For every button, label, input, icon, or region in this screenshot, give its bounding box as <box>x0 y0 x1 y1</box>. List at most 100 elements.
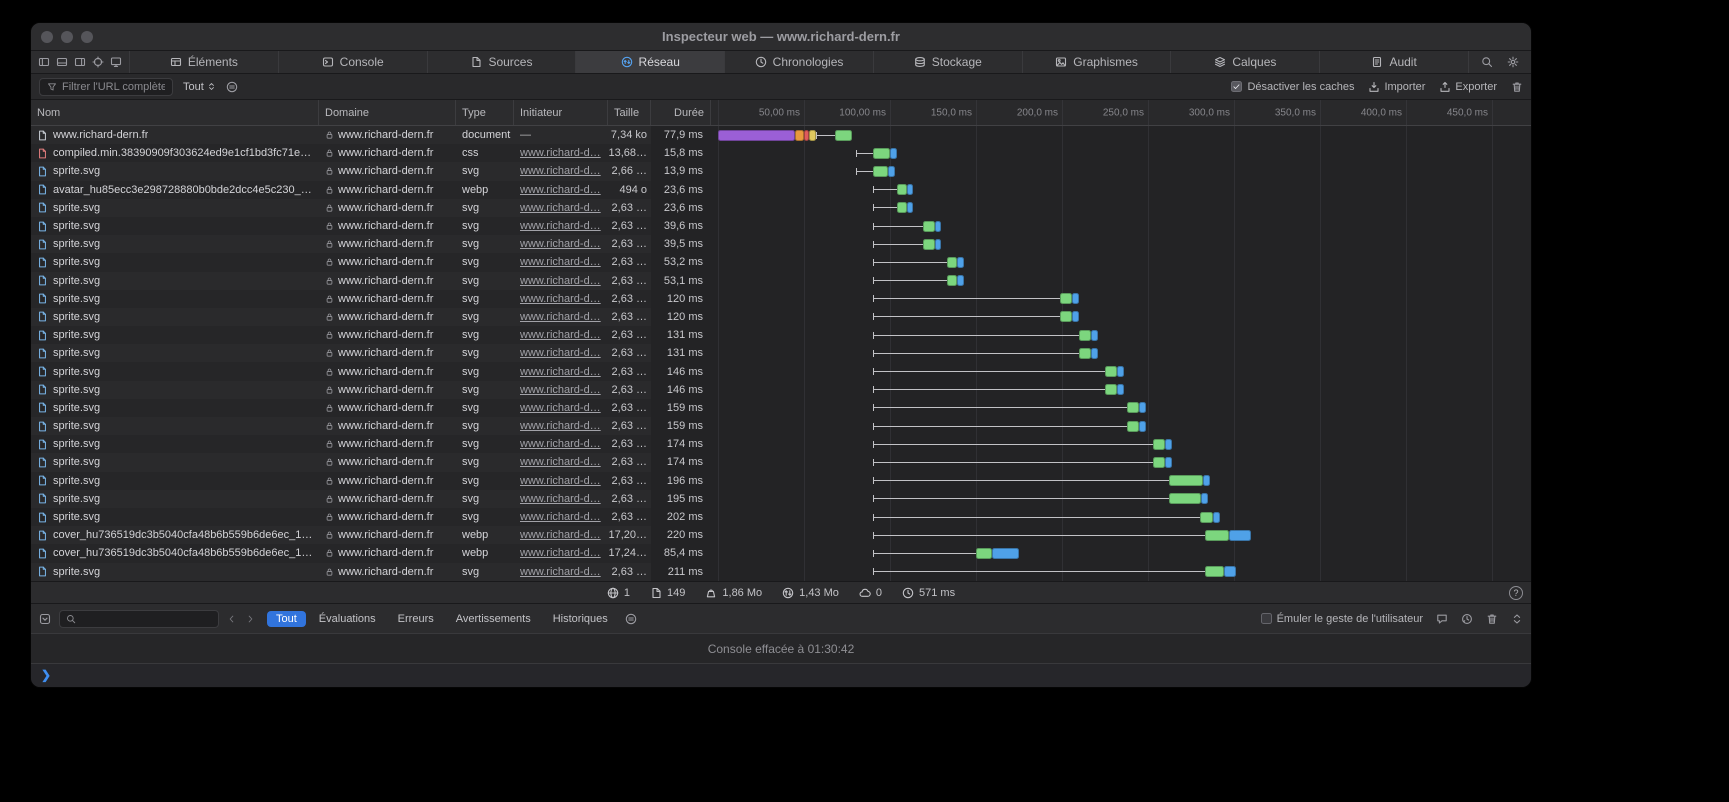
table-row[interactable]: sprite.svgwww.richard-dern.frsvgwww.rich… <box>31 508 1531 526</box>
emulate-user-gesture-checkbox[interactable]: Émuler le geste de l'utilisateur <box>1261 613 1423 625</box>
tab-console[interactable]: Console <box>279 51 428 73</box>
table-row[interactable]: sprite.svgwww.richard-dern.frsvgwww.rich… <box>31 272 1531 290</box>
console-tab-erreurs[interactable]: Erreurs <box>389 611 443 627</box>
initiator-link[interactable]: www.richard-d… <box>520 347 601 359</box>
initiator-link[interactable]: www.richard-d… <box>520 511 601 523</box>
column-header-type[interactable]: Type <box>456 100 514 125</box>
tab-network[interactable]: Réseau <box>576 51 725 73</box>
column-header-initiateur[interactable]: Initiateur <box>514 100 608 125</box>
table-row[interactable]: sprite.svgwww.richard-dern.frsvgwww.rich… <box>31 399 1531 417</box>
clear-network-button[interactable] <box>1511 81 1523 93</box>
initiator-link[interactable]: www.richard-d… <box>520 420 601 432</box>
tab-graphics[interactable]: Graphismes <box>1023 51 1172 73</box>
initiator-link[interactable]: www.richard-d… <box>520 366 601 378</box>
table-row[interactable]: sprite.svgwww.richard-dern.frsvgwww.rich… <box>31 217 1531 235</box>
console-prompt[interactable]: ❯ <box>31 663 1531 687</box>
console-tab-tout[interactable]: Tout <box>267 611 306 627</box>
initiator-link[interactable]: www.richard-d… <box>520 493 601 505</box>
expand-console-button[interactable] <box>1511 613 1523 625</box>
initiator-link[interactable]: www.richard-d… <box>520 202 601 214</box>
column-header-nom[interactable]: Nom <box>31 100 319 125</box>
initiator-link[interactable]: www.richard-d… <box>520 547 601 559</box>
table-row[interactable]: sprite.svgwww.richard-dern.frsvgwww.rich… <box>31 162 1531 180</box>
element-picker-button[interactable] <box>92 56 104 68</box>
initiator-link[interactable]: www.richard-d… <box>520 475 601 487</box>
column-header-taille[interactable]: Taille <box>608 100 651 125</box>
tab-sources[interactable]: Sources <box>428 51 577 73</box>
table-row[interactable]: sprite.svgwww.richard-dern.frsvgwww.rich… <box>31 490 1531 508</box>
initiator-link[interactable]: www.richard-d… <box>520 184 601 196</box>
table-row[interactable]: sprite.svgwww.richard-dern.frsvgwww.rich… <box>31 235 1531 253</box>
initiator-link[interactable]: www.richard-d… <box>520 384 601 396</box>
table-row[interactable]: sprite.svgwww.richard-dern.frsvgwww.rich… <box>31 290 1531 308</box>
initiator-link[interactable]: www.richard-d… <box>520 165 601 177</box>
table-row[interactable]: cover_hu736519dc3b5040cfa48b6b559b6de6ec… <box>31 544 1531 562</box>
minimize-button[interactable] <box>61 31 73 43</box>
column-header-duree[interactable]: Durée <box>651 100 711 125</box>
column-header-domaine[interactable]: Domaine <box>319 100 456 125</box>
table-row[interactable]: sprite.svgwww.richard-dern.frsvgwww.rich… <box>31 381 1531 399</box>
console-history-button[interactable] <box>1461 613 1473 625</box>
settings-button[interactable] <box>1507 56 1519 68</box>
table-row[interactable]: cover_hu736519dc3b5040cfa48b6b559b6de6ec… <box>31 526 1531 544</box>
table-row[interactable]: compiled.min.38390909f303624ed9e1cf1bd3f… <box>31 144 1531 162</box>
console-tab-evaluations[interactable]: Évaluations <box>310 611 385 627</box>
help-button[interactable]: ? <box>1509 586 1523 600</box>
tab-elements[interactable]: Éléments <box>130 51 279 73</box>
tab-timelines[interactable]: Chronologies <box>725 51 874 73</box>
initiator-link[interactable]: www.richard-d… <box>520 147 601 159</box>
dock-left-button[interactable] <box>38 56 50 68</box>
url-filter-input[interactable]: Filtrer l'URL complète <box>39 78 173 96</box>
disable-caches-checkbox[interactable]: Désactiver les caches <box>1231 81 1354 93</box>
tab-audit[interactable]: Audit <box>1320 51 1469 73</box>
table-row[interactable]: sprite.svgwww.richard-dern.frsvgwww.rich… <box>31 435 1531 453</box>
resource-duration: 159 ms <box>651 399 711 417</box>
console-filter-button[interactable] <box>39 613 51 625</box>
next-result-button[interactable] <box>245 614 255 624</box>
previous-result-button[interactable] <box>227 614 237 624</box>
table-row[interactable]: sprite.svgwww.richard-dern.frsvgwww.rich… <box>31 308 1531 326</box>
resource-type-filter[interactable]: Tout <box>183 81 216 93</box>
initiator-link[interactable]: www.richard-d… <box>520 275 601 287</box>
console-tab-historiques[interactable]: Historiques <box>544 611 617 627</box>
initiator-link[interactable]: www.richard-d… <box>520 329 601 341</box>
initiator-link[interactable]: www.richard-d… <box>520 238 601 250</box>
tab-storage[interactable]: Stockage <box>874 51 1023 73</box>
table-row[interactable]: sprite.svgwww.richard-dern.frsvgwww.rich… <box>31 362 1531 380</box>
table-row[interactable]: avatar_hu85ecc3e298728880b0bde2dcc4e5c23… <box>31 181 1531 199</box>
device-settings-button[interactable] <box>110 56 122 68</box>
console-tab-avertissements[interactable]: Avertissements <box>447 611 540 627</box>
table-row[interactable]: sprite.svgwww.richard-dern.frsvgwww.rich… <box>31 199 1531 217</box>
console-options-button[interactable] <box>625 613 637 625</box>
initiator-link[interactable]: www.richard-d… <box>520 402 601 414</box>
initiator-link[interactable]: www.richard-d… <box>520 456 601 468</box>
console-search-input[interactable] <box>59 610 219 628</box>
clear-console-button[interactable] <box>1486 613 1498 625</box>
search-button[interactable] <box>1481 56 1493 68</box>
dock-bottom-button[interactable] <box>56 56 68 68</box>
zoom-button[interactable] <box>81 31 93 43</box>
table-row[interactable]: sprite.svgwww.richard-dern.frsvgwww.rich… <box>31 417 1531 435</box>
table-row[interactable]: sprite.svgwww.richard-dern.frsvgwww.rich… <box>31 453 1531 471</box>
dock-right-button[interactable] <box>74 56 86 68</box>
table-row[interactable]: sprite.svgwww.richard-dern.frsvgwww.rich… <box>31 253 1531 271</box>
export-button[interactable]: Exporter <box>1439 81 1497 93</box>
table-row[interactable]: www.richard-dern.frwww.richard-dern.frdo… <box>31 126 1531 144</box>
initiator-link[interactable]: www.richard-d… <box>520 311 601 323</box>
waterfall-options-button[interactable] <box>226 81 238 93</box>
initiator-link[interactable]: www.richard-d… <box>520 220 601 232</box>
table-row[interactable]: sprite.svgwww.richard-dern.frsvgwww.rich… <box>31 472 1531 490</box>
initiator-link[interactable]: www.richard-d… <box>520 256 601 268</box>
checkbox-checked-icon <box>1231 81 1242 92</box>
initiator-link[interactable]: www.richard-d… <box>520 529 601 541</box>
tab-layers[interactable]: Calques <box>1171 51 1320 73</box>
table-row[interactable]: sprite.svgwww.richard-dern.frsvgwww.rich… <box>31 563 1531 581</box>
initiator-link[interactable]: www.richard-d… <box>520 438 601 450</box>
table-row[interactable]: sprite.svgwww.richard-dern.frsvgwww.rich… <box>31 326 1531 344</box>
console-messages-button[interactable] <box>1436 613 1448 625</box>
close-button[interactable] <box>41 31 53 43</box>
initiator-link[interactable]: www.richard-d… <box>520 293 601 305</box>
import-button[interactable]: Importer <box>1368 81 1425 93</box>
initiator-link[interactable]: www.richard-d… <box>520 566 601 578</box>
table-row[interactable]: sprite.svgwww.richard-dern.frsvgwww.rich… <box>31 344 1531 362</box>
